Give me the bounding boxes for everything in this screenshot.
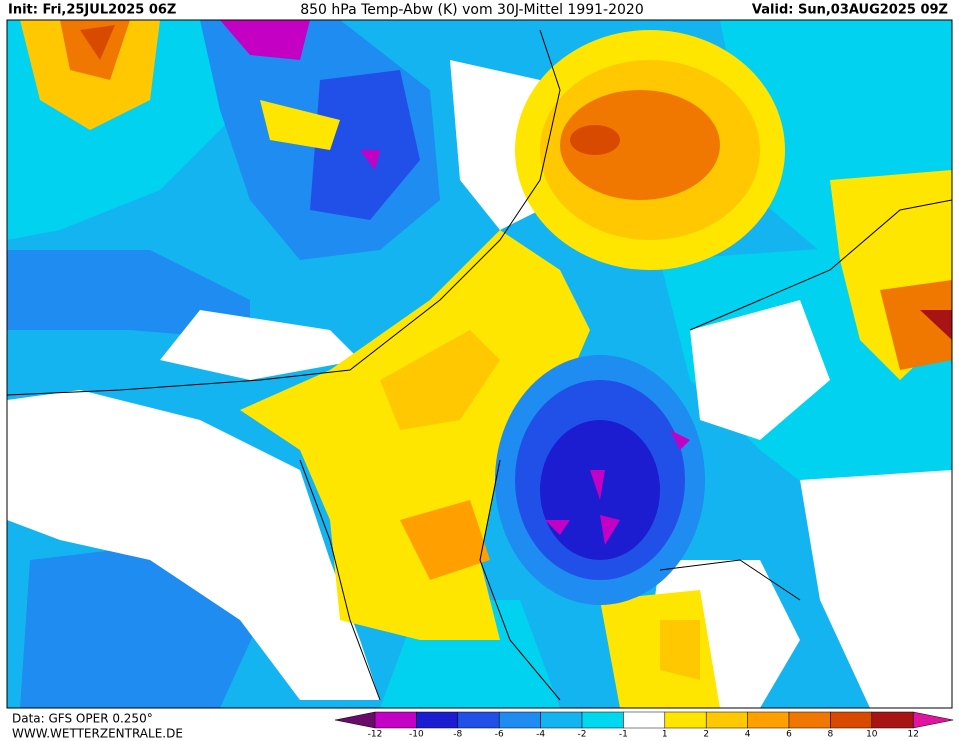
colorbar-segment	[788, 711, 831, 729]
colorbar-segment	[623, 711, 666, 729]
colorbar-segment	[747, 711, 790, 729]
colorbar-label: 1	[662, 730, 668, 740]
colorbar: -12 -10 -8 -6 -4 -2 -1 1 2 4 6 8 10 12	[334, 711, 954, 740]
colorbar-segment	[457, 711, 500, 729]
colorbar-label: -8	[453, 730, 462, 740]
colorbar-segment	[705, 711, 748, 729]
colorbar-label: 4	[745, 730, 751, 740]
map-title: 850 hPa Temp-Abw (K) vom 30J-Mittel 1991…	[300, 2, 644, 18]
colorbar-segment	[581, 711, 624, 729]
map	[6, 19, 953, 709]
colorbar-segment	[374, 711, 417, 729]
colorbar-segment	[664, 711, 707, 729]
colorbar-label: -1	[619, 730, 628, 740]
colorbar-label: -4	[536, 730, 545, 740]
colorbar-segment	[540, 711, 583, 729]
colorbar-label: -10	[409, 730, 424, 740]
colorbar-label: -6	[495, 730, 504, 740]
valid-time: Valid: Sun,03AUG2025 09Z	[752, 3, 948, 18]
colorbar-label: 6	[786, 730, 792, 740]
colorbar-label: -12	[368, 730, 383, 740]
colorbar-arrow	[912, 711, 954, 729]
colorbar-segment	[416, 711, 459, 729]
site-url: WWW.WETTERZENTRALE.DE	[12, 727, 183, 741]
colorbar-label: 2	[703, 730, 709, 740]
colorbar-label: 8	[828, 730, 834, 740]
colorbar-segment	[830, 711, 873, 729]
colorbar-label: 10	[866, 730, 878, 740]
colorbar-segment	[498, 711, 541, 729]
data-source: Data: GFS OPER 0.250°	[12, 712, 153, 726]
colorbar-label: 12	[907, 730, 918, 740]
colorbar-segment	[871, 711, 914, 729]
colorbar-label: -2	[578, 730, 587, 740]
init-time: Init: Fri,25JUL2025 06Z	[8, 3, 176, 18]
